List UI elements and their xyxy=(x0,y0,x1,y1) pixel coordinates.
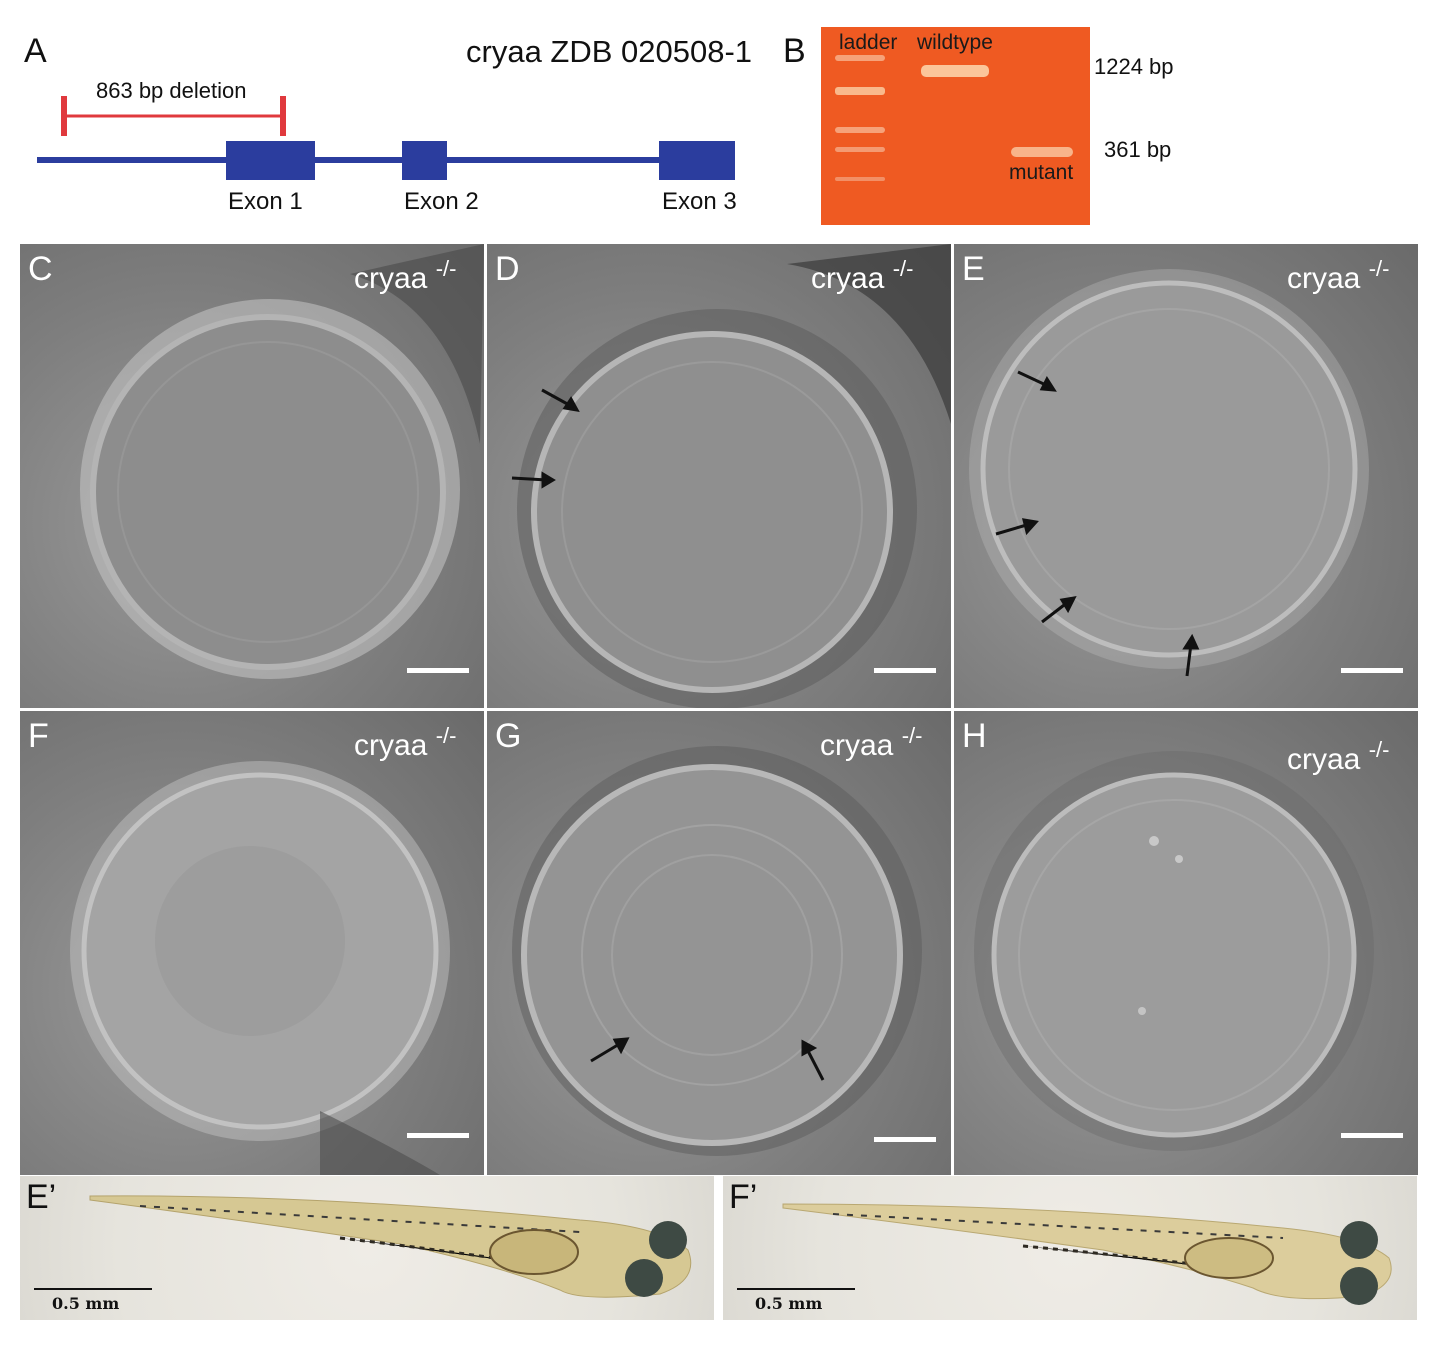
wildtype-band xyxy=(921,65,989,77)
ladder-band-3 xyxy=(835,127,885,133)
micrograph-f: F cryaa -/- xyxy=(20,711,484,1175)
band-size-361: 361 bp xyxy=(1104,137,1172,162)
exon-3-box xyxy=(659,141,735,180)
micrograph-c: C cryaa -/- xyxy=(20,244,484,708)
exon-2-box xyxy=(402,141,447,180)
ladder-label: ladder xyxy=(839,31,898,54)
panel-d-genotype: cryaa -/- xyxy=(811,256,914,295)
larva-e-prime-eye-1 xyxy=(649,1221,687,1259)
gel-image: ladder wildtype mutant xyxy=(821,27,1090,225)
exon-1-box xyxy=(226,141,315,180)
arrow-group-e xyxy=(995,370,1200,677)
ladder-band-2 xyxy=(835,87,885,95)
larva-f-prime-scale-bar xyxy=(737,1288,855,1290)
micrograph-h: H cryaa -/- xyxy=(954,711,1418,1175)
panel-e-scale-bar xyxy=(1341,668,1403,673)
larva-e-prime: E’ 0.5 mm xyxy=(20,1176,714,1320)
panel-f-prime-letter: F’ xyxy=(729,1178,758,1216)
larva-e-prime-scale-bar xyxy=(34,1288,152,1290)
ladder-band-5 xyxy=(835,177,885,181)
exon-3-label: Exon 3 xyxy=(662,188,737,215)
panel-e-letter: E xyxy=(962,250,985,288)
panel-d-scale-bar xyxy=(874,668,936,673)
panel-b-letter: B xyxy=(783,32,806,70)
panel-a-letter: A xyxy=(24,32,47,70)
arrow-group-g xyxy=(590,1037,825,1081)
larva-f-prime-eye-2 xyxy=(1340,1267,1378,1305)
panel-e-prime-letter: E’ xyxy=(26,1178,57,1216)
panel-g-genotype: cryaa -/- xyxy=(820,723,923,762)
panel-f-genotype: cryaa -/- xyxy=(354,723,457,762)
arrow-group-d xyxy=(511,388,580,489)
panel-c-letter: C xyxy=(28,250,53,288)
larva-f-prime-eye-1 xyxy=(1340,1221,1378,1259)
micrograph-e: E cryaa -/- xyxy=(954,244,1418,708)
larva-f-prime: F’ 0.5 mm xyxy=(723,1176,1417,1320)
panel-g-scale-bar xyxy=(874,1137,936,1142)
panel-h-genotype: cryaa -/- xyxy=(1287,737,1390,776)
panel-h-scale-bar xyxy=(1341,1133,1403,1138)
band-size-1224: 1224 bp xyxy=(1094,54,1174,79)
panel-h-letter: H xyxy=(962,717,987,755)
deletion-label: 863 bp deletion xyxy=(96,78,247,103)
panel-c-genotype: cryaa -/- xyxy=(354,256,457,295)
mutant-band xyxy=(1011,147,1073,157)
panel-f-scale-bar xyxy=(407,1133,469,1138)
exon-1-label: Exon 1 xyxy=(228,188,303,215)
panel-f-letter: F xyxy=(28,717,49,755)
mutant-label: mutant xyxy=(1009,161,1074,184)
gene-diagram xyxy=(37,96,735,180)
gene-title: cryaa ZDB 020508-1 xyxy=(466,34,753,69)
wildtype-label: wildtype xyxy=(917,31,993,54)
panel-d-letter: D xyxy=(495,250,520,288)
panel-g-letter: G xyxy=(495,717,522,755)
larva-f-prime-scale-label: 0.5 mm xyxy=(755,1294,823,1313)
larva-e-prime-scale-label: 0.5 mm xyxy=(52,1294,120,1313)
panel-c-scale-bar xyxy=(407,668,469,673)
panel-e-genotype: cryaa -/- xyxy=(1287,256,1390,295)
micrograph-d: D cryaa -/- xyxy=(487,244,951,708)
larva-e-prime-eye-2 xyxy=(625,1259,663,1297)
micrograph-g: G cryaa -/- xyxy=(487,711,951,1175)
ladder-band-1 xyxy=(835,55,885,61)
ladder-band-4 xyxy=(835,147,885,152)
exon-2-label: Exon 2 xyxy=(404,188,479,215)
